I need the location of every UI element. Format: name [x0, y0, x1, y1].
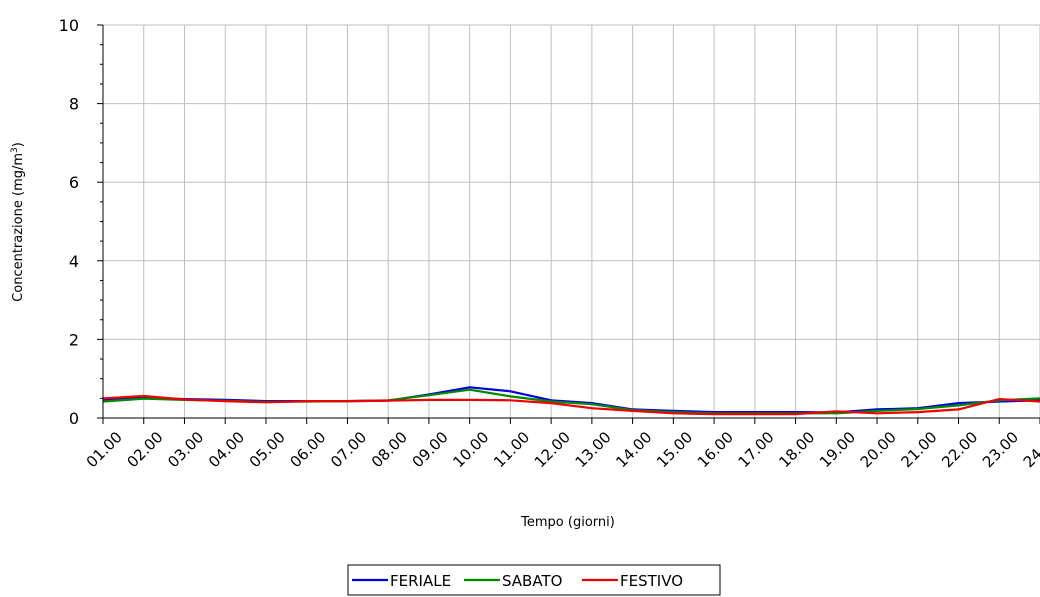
legend-label-festivo: FESTIVO [620, 572, 683, 590]
series-line-feriale [102, 386, 1040, 414]
x-tick-label: 15.00 [653, 428, 696, 471]
x-tick-label: 03.00 [164, 428, 207, 471]
y-tick-label: 10 [59, 16, 79, 35]
x-tick-label: 19.00 [816, 428, 859, 471]
series-line-festivo [102, 394, 1040, 416]
x-axis-title: Tempo (giorni) [520, 515, 615, 530]
x-tick-label: 07.00 [327, 428, 370, 471]
x-tick-label: 20.00 [857, 428, 900, 471]
grid [103, 24, 1040, 418]
legend-box [347, 564, 721, 596]
x-tick-label: 12.00 [531, 428, 574, 471]
y-tick-label: 0 [69, 409, 79, 428]
x-tick-label: 02.00 [123, 428, 166, 471]
x-tick-label: 22.00 [938, 428, 981, 471]
x-tick-label: 16.00 [694, 428, 737, 471]
legend-label-sabato: SABATO [502, 572, 562, 590]
x-tick-label: 11.00 [490, 428, 533, 471]
x-tick-label: 24.00 [1020, 428, 1040, 471]
x-tick-label: 04.00 [205, 428, 248, 471]
axes [97, 24, 1040, 424]
x-tick-label: 08.00 [368, 428, 411, 471]
series-layer [102, 386, 1040, 416]
x-tick-label: 21.00 [898, 428, 941, 471]
legend-label-feriale: FERIALE [390, 572, 451, 590]
y-tick-label: 8 [69, 95, 79, 114]
legend: FERIALE SABATO FESTIVO [347, 564, 721, 596]
x-tick-label: 01.00 [83, 428, 126, 471]
x-tick-label: 13.00 [572, 428, 615, 471]
x-tick-label: 10.00 [449, 428, 492, 471]
y-axis-title-close: ) [11, 142, 26, 147]
x-tick-label: 14.00 [612, 428, 655, 471]
x-tick-label: 17.00 [735, 428, 778, 471]
y-axis-title-sup: 3 [10, 147, 20, 153]
y-axis-title: Concentrazione (mg/m3) [10, 142, 26, 302]
y-tick-label: 4 [69, 252, 79, 271]
x-tick-label: 09.00 [409, 428, 452, 471]
y-tick-label: 2 [69, 330, 79, 349]
x-tick-label: 06.00 [286, 428, 329, 471]
y-tick-label: 6 [69, 173, 79, 192]
x-tick-label: 18.00 [775, 428, 818, 471]
y-axis-title-main: Concentrazione (mg/m [11, 153, 26, 302]
x-tick-label: 23.00 [979, 428, 1022, 471]
x-tick-label: 05.00 [246, 428, 289, 471]
